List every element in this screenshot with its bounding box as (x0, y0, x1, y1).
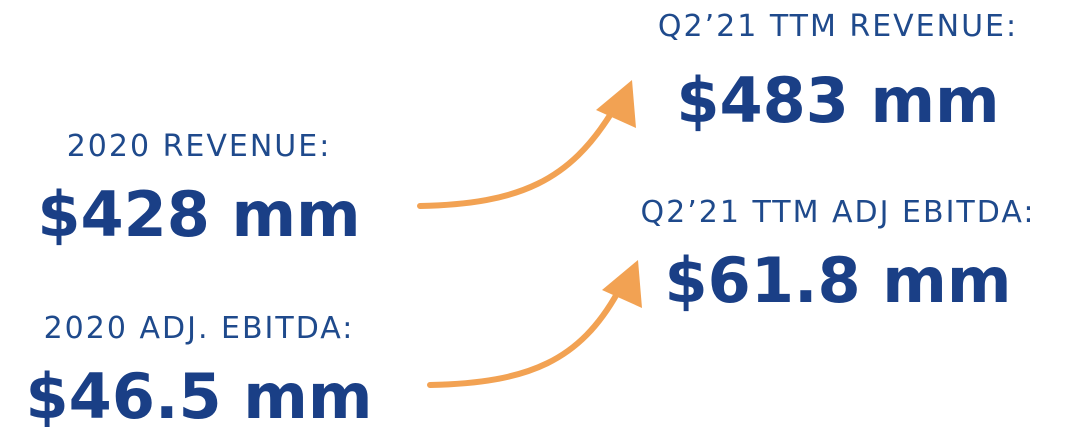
metric-value: $483 mm (676, 64, 999, 137)
metric-value: $46.5 mm (26, 360, 373, 427)
metric-label: 2020 REVENUE: (67, 129, 332, 164)
arrow-line (427, 289, 621, 388)
metric-label: Q2’21 TTM ADJ EBITDA: (641, 195, 1036, 230)
arrowhead (602, 260, 642, 308)
metric-value: $61.8 mm (665, 244, 1012, 317)
metric-value: $428 mm (37, 178, 360, 251)
metric-label: Q2’21 TTM REVENUE: (658, 9, 1018, 44)
arrow (417, 109, 615, 209)
metric-label: 2020 ADJ. EBITDA: (44, 311, 355, 346)
arrow-line (417, 109, 615, 209)
arrowhead (596, 80, 636, 128)
arrow (427, 289, 621, 388)
